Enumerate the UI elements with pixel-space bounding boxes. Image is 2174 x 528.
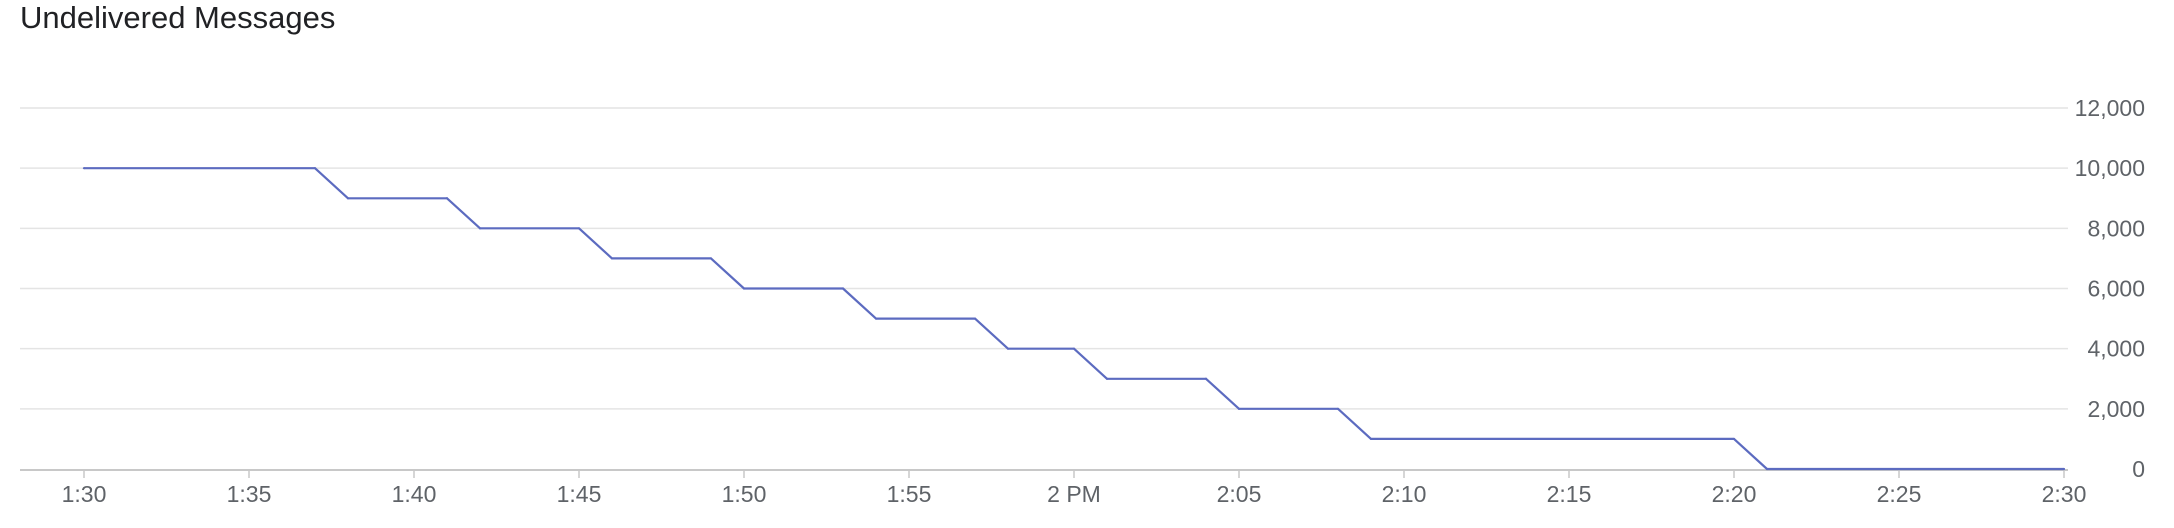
data-point <box>313 167 317 170</box>
y-tick-label: 10,000 <box>2075 155 2145 181</box>
data-point <box>445 197 449 200</box>
data-point <box>577 227 581 230</box>
x-tick-label: 1:55 <box>887 481 932 507</box>
series-line <box>84 167 2064 471</box>
data-point <box>874 317 878 320</box>
data-point <box>610 257 614 260</box>
data-point <box>1237 407 1241 410</box>
x-tick-label: 2:20 <box>1712 481 1757 507</box>
data-point <box>1006 347 1010 350</box>
x-tick-label: 1:50 <box>722 481 767 507</box>
x-axis-labels: 1:30 1:35 1:40 1:45 1:50 1:55 2 PM 2:05 2:10 2:15… <box>62 481 2087 507</box>
data-point <box>346 197 350 200</box>
data-point <box>82 167 86 170</box>
x-tick-label: 2:15 <box>1547 481 1592 507</box>
y-tick-label: 2,000 <box>2087 396 2145 422</box>
data-point <box>478 227 482 230</box>
x-axis <box>20 469 2068 478</box>
data-point <box>709 257 713 260</box>
y-tick-label: 6,000 <box>2087 276 2145 302</box>
data-point <box>1105 377 1109 380</box>
x-tick-label: 2:10 <box>1382 481 1427 507</box>
data-point <box>2062 467 2066 471</box>
data-point <box>1732 437 1736 441</box>
data-point <box>1204 377 1208 380</box>
data-point <box>742 287 746 290</box>
x-tick-label: 2:25 <box>1877 481 1922 507</box>
data-point <box>1072 347 1076 350</box>
chart-title: Undelivered Messages <box>20 0 336 35</box>
y-tick-label: 4,000 <box>2087 336 2145 362</box>
y-axis-labels: 0 2,000 4,000 6,000 8,000 10,000 12,000 <box>2075 95 2145 482</box>
data-point <box>1336 407 1340 410</box>
y-tick-label: 8,000 <box>2087 215 2145 241</box>
data-point <box>973 317 977 320</box>
x-tick-label: 1:45 <box>557 481 602 507</box>
x-tick-label: 2:30 <box>2042 481 2087 507</box>
x-tick-label: 2:05 <box>1217 481 1262 507</box>
x-tick-label: 2 PM <box>1047 481 1101 507</box>
grid-lines <box>20 107 2068 410</box>
x-tick-label: 1:40 <box>392 481 437 507</box>
data-point <box>1765 467 1769 471</box>
y-tick-label: 12,000 <box>2075 95 2145 121</box>
y-tick-label: 0 <box>2132 456 2145 482</box>
series-layer <box>82 167 2066 471</box>
data-point <box>841 287 845 290</box>
data-point <box>1369 437 1373 441</box>
x-tick-label: 1:30 <box>62 481 107 507</box>
x-tick-label: 1:35 <box>227 481 272 507</box>
